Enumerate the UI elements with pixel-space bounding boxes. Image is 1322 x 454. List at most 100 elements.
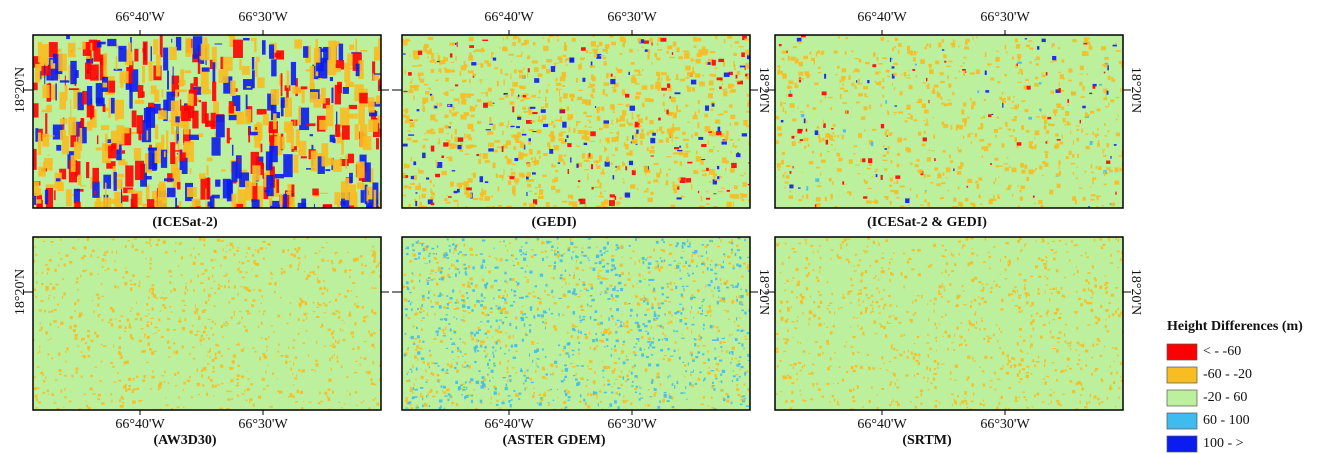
map-texture (354, 303, 355, 306)
map-texture (684, 289, 685, 291)
map-texture (635, 392, 637, 393)
map-texture (599, 155, 602, 161)
map-texture (581, 309, 584, 311)
map-texture (653, 338, 654, 340)
map-texture (801, 114, 804, 117)
map-texture (37, 398, 38, 401)
map-texture (642, 103, 645, 108)
map-texture (663, 250, 665, 253)
map-texture (561, 380, 564, 382)
map-texture (509, 379, 511, 382)
map-texture (237, 365, 240, 367)
map-texture (341, 365, 343, 368)
map-texture (546, 378, 548, 380)
map-texture (937, 93, 941, 98)
map-texture (208, 277, 210, 280)
map-texture (413, 387, 415, 390)
map-texture (321, 88, 326, 104)
map-texture (221, 325, 223, 328)
map-texture (663, 358, 665, 360)
map-texture (599, 196, 604, 198)
map-texture (449, 366, 452, 368)
map-texture (1087, 73, 1088, 75)
map-texture (92, 393, 95, 394)
map-texture (308, 401, 311, 402)
map-texture (109, 319, 112, 321)
map-texture (604, 191, 606, 192)
map-texture (346, 82, 354, 87)
map-texture (715, 368, 718, 371)
map-texture (246, 271, 248, 273)
map-texture (608, 317, 609, 319)
map-texture (439, 293, 441, 296)
map-texture (617, 339, 619, 340)
map-texture (107, 250, 108, 253)
map-texture (151, 86, 157, 95)
map-texture (804, 146, 806, 149)
map-texture (118, 346, 121, 349)
map-texture (471, 129, 474, 131)
map-texture (52, 310, 54, 313)
map-texture (269, 107, 270, 110)
map-texture (674, 161, 678, 164)
map-texture (487, 320, 490, 322)
map-texture (365, 237, 366, 240)
map-texture (835, 149, 836, 151)
map-texture (561, 287, 562, 288)
map-texture (611, 392, 613, 394)
map-texture (170, 290, 171, 293)
map-texture (84, 394, 87, 395)
map-texture (637, 114, 639, 117)
map-texture (443, 142, 448, 146)
map-texture (412, 272, 414, 274)
map-texture (296, 374, 297, 377)
map-texture (462, 384, 465, 385)
map-texture (738, 360, 740, 362)
map-texture (1057, 139, 1061, 141)
map-texture (898, 50, 900, 54)
map-texture (708, 93, 713, 98)
map-texture (423, 361, 425, 364)
map-texture (645, 98, 651, 102)
map-texture (53, 320, 56, 322)
map-texture (131, 307, 132, 309)
map-texture (884, 148, 887, 150)
map-texture (506, 367, 508, 370)
map-texture (247, 388, 250, 391)
map-texture (526, 251, 527, 252)
map-texture (370, 333, 373, 336)
map-texture (152, 370, 153, 372)
map-texture (673, 330, 674, 332)
map-texture (212, 384, 214, 387)
map-texture (1045, 153, 1048, 158)
map-texture (557, 397, 558, 398)
map-texture (431, 53, 434, 59)
map-texture (87, 355, 90, 357)
map-texture (575, 373, 576, 375)
map-texture (85, 342, 87, 344)
map-texture (592, 339, 595, 342)
map-texture (721, 349, 722, 352)
map-texture (588, 86, 593, 87)
map-texture (599, 183, 601, 189)
map-texture (636, 386, 638, 388)
map-texture (855, 85, 857, 89)
x-label: 66°40'W (857, 10, 907, 25)
map-texture (936, 183, 940, 186)
map-texture (1085, 133, 1088, 134)
map-texture (537, 129, 542, 133)
map-texture (142, 350, 145, 351)
map-texture (709, 149, 714, 152)
map-texture (527, 163, 531, 167)
map-texture (556, 189, 561, 192)
map-texture (433, 105, 434, 109)
map-texture (480, 340, 483, 343)
map-texture (323, 204, 332, 219)
map-texture (411, 280, 413, 283)
map-texture (286, 88, 289, 99)
map-texture (462, 364, 463, 367)
map-texture (373, 332, 375, 334)
map-texture (404, 354, 406, 357)
map-texture (670, 321, 673, 324)
map-texture (682, 392, 685, 393)
